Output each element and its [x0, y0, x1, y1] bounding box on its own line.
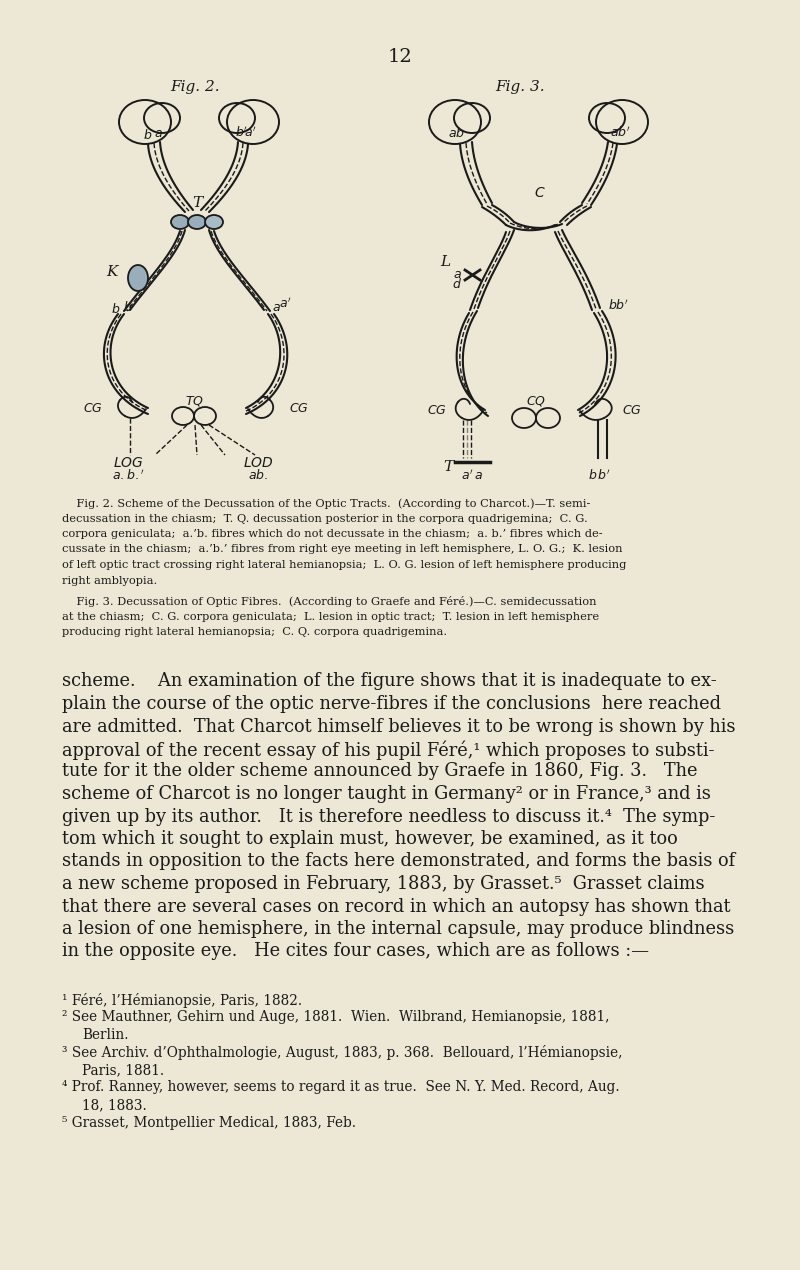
- Text: cussate in the chiasm;  a.’b.’ fibres from right eye meeting in left hemisphere,: cussate in the chiasm; a.’b.’ fibres fro…: [62, 545, 622, 555]
- Text: $\mathit{CQ}$: $\mathit{CQ}$: [526, 394, 546, 408]
- Text: $\mathit{b}$: $\mathit{b}$: [111, 302, 121, 316]
- Text: 12: 12: [388, 48, 412, 66]
- Text: ³ See Archiv. d’Ophthalmologie, August, 1883, p. 368.  Bellouard, l’Hémianopsie,: ³ See Archiv. d’Ophthalmologie, August, …: [62, 1045, 622, 1060]
- Text: are admitted.  That Charcot himself believes it to be wrong is shown by his: are admitted. That Charcot himself belie…: [62, 718, 735, 735]
- Text: $\mathit{b'\!a'}$: $\mathit{b'\!a'}$: [235, 126, 257, 140]
- Text: $\mathit{a}$: $\mathit{a}$: [271, 301, 281, 314]
- Text: Fig. 3.: Fig. 3.: [495, 80, 545, 94]
- Text: that there are several cases on record in which an autopsy has shown that: that there are several cases on record i…: [62, 898, 730, 916]
- Text: $\mathit{b\,b'}$: $\mathit{b\,b'}$: [589, 469, 611, 483]
- Text: T: T: [443, 460, 453, 474]
- Text: Fig. 3. Decussation of Optic Fibres.  (According to Graefe and Féré.)—C. semidec: Fig. 3. Decussation of Optic Fibres. (Ac…: [62, 596, 597, 607]
- Text: $\mathit{CG}$: $\mathit{CG}$: [622, 404, 642, 417]
- Text: corpora geniculata;  a.’b. fibres which do not decussate in the chiasm;  a. b.’ : corpora geniculata; a.’b. fibres which d…: [62, 530, 602, 538]
- Ellipse shape: [171, 215, 189, 229]
- Text: scheme of Charcot is no longer taught in Germany² or in France,³ and is: scheme of Charcot is no longer taught in…: [62, 785, 711, 803]
- Text: $\mathit{a}$: $\mathit{a}$: [453, 268, 462, 281]
- Text: $\mathit{ab.}$: $\mathit{ab.}$: [248, 469, 268, 483]
- Text: a lesion of one hemisphere, in the internal capsule, may produce blindness: a lesion of one hemisphere, in the inter…: [62, 919, 734, 939]
- Text: in the opposite eye.   He cites four cases, which are as follows :—: in the opposite eye. He cites four cases…: [62, 942, 649, 960]
- Text: $\mathit{CG}$: $\mathit{CG}$: [83, 401, 103, 414]
- Text: $\mathit{C}$: $\mathit{C}$: [534, 185, 546, 199]
- Text: ⁴ Prof. Ranney, however, seems to regard it as true.  See N. Y. Med. Record, Aug: ⁴ Prof. Ranney, however, seems to regard…: [62, 1081, 620, 1095]
- Ellipse shape: [128, 265, 148, 291]
- Text: $\mathit{LOD}$: $\mathit{LOD}$: [242, 456, 274, 470]
- Text: 18, 1883.: 18, 1883.: [82, 1099, 146, 1113]
- Text: tom which it sought to explain must, however, be examined, as it too: tom which it sought to explain must, how…: [62, 831, 678, 848]
- Text: $\mathit{d}$: $\mathit{d}$: [452, 277, 462, 291]
- Text: producing right lateral hemianopsia;  C. Q. corpora quadrigemina.: producing right lateral hemianopsia; C. …: [62, 627, 447, 638]
- Text: $\mathit{b}$: $\mathit{b}$: [123, 300, 133, 314]
- Text: ² See Mauthner, Gehirn und Auge, 1881.  Wien.  Wilbrand, Hemianopsie, 1881,: ² See Mauthner, Gehirn und Auge, 1881. W…: [62, 1011, 610, 1025]
- Ellipse shape: [188, 215, 206, 229]
- Text: given up by its author.   It is therefore needless to discuss it.⁴  The symp-: given up by its author. It is therefore …: [62, 808, 715, 826]
- Text: Paris, 1881.: Paris, 1881.: [82, 1063, 164, 1077]
- Text: scheme.    An examination of the figure shows that it is inadequate to ex-: scheme. An examination of the figure sho…: [62, 673, 717, 691]
- Text: T: T: [192, 196, 202, 210]
- Text: decussation in the chiasm;  T. Q. decussation posterior in the corpora quadrigem: decussation in the chiasm; T. Q. decussa…: [62, 513, 588, 523]
- Text: $\mathit{CG}$: $\mathit{CG}$: [427, 404, 447, 417]
- Text: K: K: [106, 265, 118, 279]
- Text: right amblyopia.: right amblyopia.: [62, 575, 158, 585]
- Text: a new scheme proposed in February, 1883, by Grasset.⁵  Grasset claims: a new scheme proposed in February, 1883,…: [62, 875, 705, 893]
- Text: $\mathit{LOG}$: $\mathit{LOG}$: [113, 456, 143, 470]
- Text: $\mathit{a'}$: $\mathit{a'}$: [278, 296, 291, 311]
- Text: tute for it the older scheme announced by Graefe in 1860, Fig. 3.   The: tute for it the older scheme announced b…: [62, 762, 698, 781]
- Text: at the chiasm;  C. G. corpora geniculata;  L. lesion in optic tract;  T. lesion : at the chiasm; C. G. corpora geniculata;…: [62, 611, 599, 621]
- Text: $\mathit{a'\,a}$: $\mathit{a'\,a}$: [461, 469, 483, 483]
- Text: Berlin.: Berlin.: [82, 1027, 129, 1041]
- Text: $\mathit{a}$: $\mathit{a}$: [154, 127, 162, 140]
- Text: Fig. 2. Scheme of the Decussation of the Optic Tracts.  (According to Charcot.)—: Fig. 2. Scheme of the Decussation of the…: [62, 498, 590, 508]
- Text: of left optic tract crossing right lateral hemianopsia;  L. O. G. lesion of left: of left optic tract crossing right later…: [62, 560, 626, 570]
- Text: $\mathit{b}$: $\mathit{b}$: [143, 128, 153, 142]
- Text: L: L: [440, 255, 450, 269]
- Text: $\mathit{a.b.'}$: $\mathit{a.b.'}$: [111, 469, 145, 483]
- Text: approval of the recent essay of his pupil Féré,¹ which proposes to substi-: approval of the recent essay of his pupi…: [62, 740, 714, 759]
- Text: plain the course of the optic nerve-fibres if the conclusions  here reached: plain the course of the optic nerve-fibr…: [62, 695, 721, 712]
- Text: $\mathit{bb'}$: $\mathit{bb'}$: [608, 298, 629, 312]
- Text: $\mathit{ab'}$: $\mathit{ab'}$: [610, 126, 630, 140]
- Text: Fig. 2.: Fig. 2.: [170, 80, 220, 94]
- Text: $\mathit{ab}$: $\mathit{ab}$: [449, 126, 466, 140]
- Ellipse shape: [205, 215, 223, 229]
- Text: $\mathit{CG}$: $\mathit{CG}$: [289, 401, 309, 414]
- Text: $\mathit{TQ}$: $\mathit{TQ}$: [185, 394, 203, 408]
- Text: stands in opposition to the facts here demonstrated, and forms the basis of: stands in opposition to the facts here d…: [62, 852, 735, 870]
- Text: ⁵ Grasset, Montpellier Medical, 1883, Feb.: ⁵ Grasset, Montpellier Medical, 1883, Fe…: [62, 1115, 356, 1129]
- Text: ¹ Féré, l’Hémianopsie, Paris, 1882.: ¹ Féré, l’Hémianopsie, Paris, 1882.: [62, 993, 302, 1008]
